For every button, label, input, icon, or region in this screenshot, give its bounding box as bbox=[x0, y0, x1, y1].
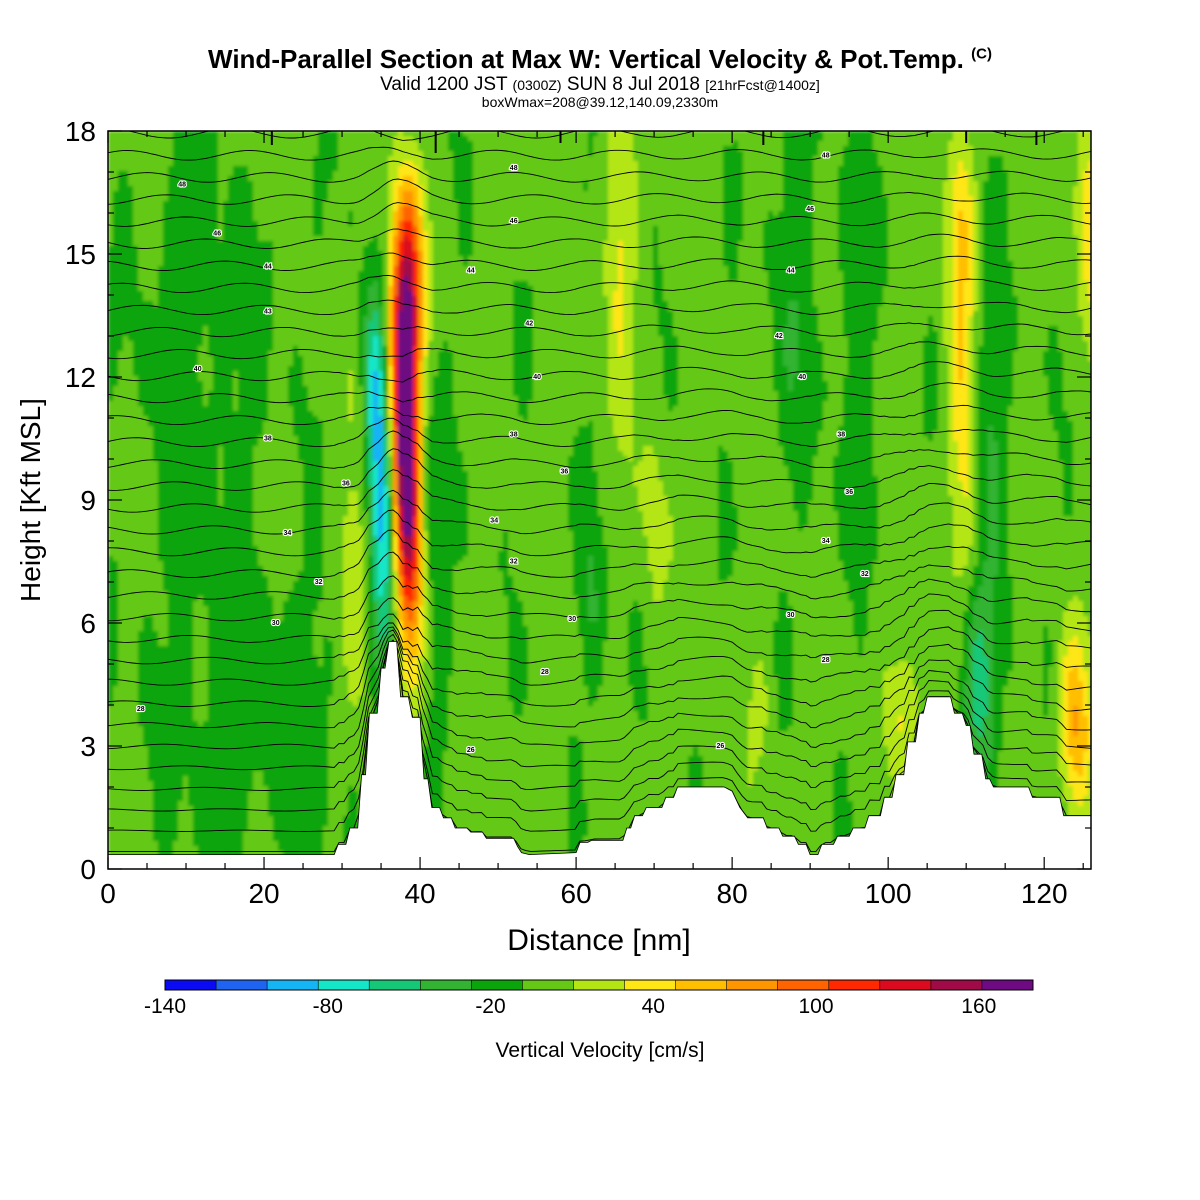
x-tick-label: 120 bbox=[1021, 878, 1068, 909]
y-axis-label: Height [Kft MSL] bbox=[15, 398, 46, 602]
y-tick-label: 3 bbox=[80, 731, 96, 762]
contour-label: 46 bbox=[806, 206, 814, 213]
colorbar-swatch bbox=[829, 980, 880, 990]
colorbar-swatch bbox=[676, 980, 727, 990]
contour-label: 38 bbox=[510, 431, 518, 438]
contour-label: 34 bbox=[490, 518, 498, 525]
colorbar-swatch bbox=[574, 980, 625, 990]
colorbar-swatch bbox=[727, 980, 778, 990]
x-axis-label: Distance [nm] bbox=[507, 924, 690, 957]
x-tick-label: 80 bbox=[717, 878, 748, 909]
y-tick-label: 15 bbox=[65, 239, 96, 270]
cross-section-figure: 4846444340383634323028484644424038363432… bbox=[0, 0, 1200, 1200]
colorbar-swatch bbox=[165, 980, 216, 990]
contour-label: 43 bbox=[264, 308, 272, 315]
contour-label: 30 bbox=[272, 620, 280, 627]
contour-label: 34 bbox=[822, 538, 830, 545]
contour-label: 48 bbox=[822, 153, 830, 160]
colorbar-tick-label: -140 bbox=[144, 995, 186, 1018]
contour-label: 38 bbox=[264, 436, 272, 443]
contour-label: 40 bbox=[798, 374, 806, 381]
plot-area: 48 46 44 43 40 38 36 34 32 30 28 48 46 44 42 40 38 36 34 32… bbox=[108, 126, 1094, 872]
colorbar-tick-label: 160 bbox=[961, 995, 996, 1018]
colorbar-tick-label: 40 bbox=[642, 995, 665, 1018]
contour-label: 44 bbox=[467, 267, 475, 274]
y-tick-label: 12 bbox=[65, 362, 96, 393]
y-tick-label: 6 bbox=[80, 608, 96, 639]
contour-label: 30 bbox=[568, 616, 576, 623]
contour-label: 32 bbox=[861, 571, 869, 578]
contour-label: 34 bbox=[284, 530, 292, 537]
contour-label: 46 bbox=[213, 231, 221, 238]
colorbar-label: Vertical Velocity [cm/s] bbox=[496, 1039, 705, 1062]
contour-label: 32 bbox=[315, 579, 323, 586]
colorbar-swatch bbox=[420, 980, 471, 990]
colorbar-swatch bbox=[982, 980, 1033, 990]
colorbar-swatch bbox=[318, 980, 369, 990]
colorbar-tick-label: -20 bbox=[475, 995, 505, 1018]
colorbar-tick-label: -80 bbox=[313, 995, 343, 1018]
contour-label: 32 bbox=[510, 559, 518, 566]
colorbar-swatch bbox=[369, 980, 420, 990]
colorbar-swatch bbox=[880, 980, 931, 990]
contour-label: 44 bbox=[264, 263, 272, 270]
contour-label: 30 bbox=[787, 612, 795, 619]
contour-label: 36 bbox=[561, 468, 569, 475]
x-tick-label: 60 bbox=[561, 878, 592, 909]
contour-label: 28 bbox=[822, 657, 830, 664]
contour-label: 40 bbox=[533, 374, 541, 381]
contour-label: 48 bbox=[178, 181, 186, 188]
colorbar-swatch bbox=[625, 980, 676, 990]
x-tick-label: 40 bbox=[404, 878, 435, 909]
colorbar-swatch bbox=[267, 980, 318, 990]
contour-label: 42 bbox=[775, 333, 783, 340]
x-tick-label: 20 bbox=[248, 878, 279, 909]
contour-label: 40 bbox=[194, 366, 202, 373]
contour-label: 36 bbox=[845, 489, 853, 496]
y-tick-label: 18 bbox=[65, 116, 96, 147]
contour-label: 36 bbox=[342, 481, 350, 488]
colorbar-swatch bbox=[216, 980, 267, 990]
colorbar: -140 -80 -20 40 100 160 bbox=[144, 980, 1033, 1018]
colorbar-swatch bbox=[931, 980, 982, 990]
colorbar-swatch bbox=[778, 980, 829, 990]
contour-label: 26 bbox=[717, 743, 725, 750]
colorbar-swatch bbox=[471, 980, 522, 990]
y-tick-label: 9 bbox=[80, 485, 96, 516]
colorbar-swatch bbox=[522, 980, 573, 990]
contour-label: 48 bbox=[510, 165, 518, 172]
colorbar-tick-label: 100 bbox=[798, 995, 833, 1018]
contour-label: 28 bbox=[137, 706, 145, 713]
x-tick-label: 0 bbox=[100, 878, 116, 909]
contour-label: 28 bbox=[541, 669, 549, 676]
y-tick-label: 0 bbox=[80, 854, 96, 885]
contour-label: 42 bbox=[525, 321, 533, 328]
x-tick-label: 100 bbox=[865, 878, 912, 909]
contour-label: 26 bbox=[467, 747, 475, 754]
contour-label: 46 bbox=[510, 218, 518, 225]
contour-label: 44 bbox=[787, 267, 795, 274]
contour-label: 38 bbox=[837, 431, 845, 438]
